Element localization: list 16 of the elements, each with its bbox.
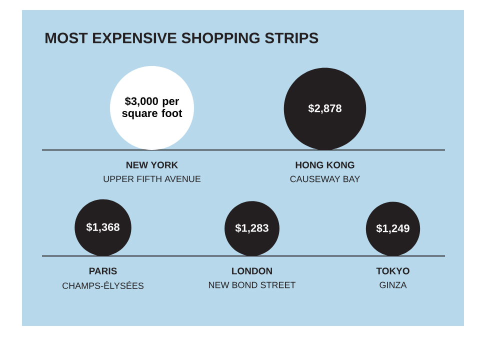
data-label: $1,249 (376, 224, 410, 234)
category-label: TOKYO (376, 268, 410, 274)
text: CHAMPS-ÉLYSÉES (62, 281, 144, 289)
text: UPPER FIFTH AVENUE (104, 176, 201, 182)
data-label: $1,283 (235, 224, 268, 234)
text: MOST EXPENSIVE SHOPPING STRIPS (46, 32, 318, 44)
category-label: NEW YORK (126, 162, 178, 168)
data-label: $3,000 per square foot (122, 96, 182, 120)
category-label: LONDON (232, 268, 272, 274)
text: CAUSEWAY BAY (290, 176, 360, 182)
data-label: $2,878 (308, 104, 342, 114)
text: NEW BOND STREET (208, 282, 296, 288)
category-label: HONG KONG (296, 162, 354, 168)
category-label: PARIS (89, 268, 117, 274)
data-label: $1,368 (86, 222, 120, 233)
text: GINZA (380, 282, 407, 288)
